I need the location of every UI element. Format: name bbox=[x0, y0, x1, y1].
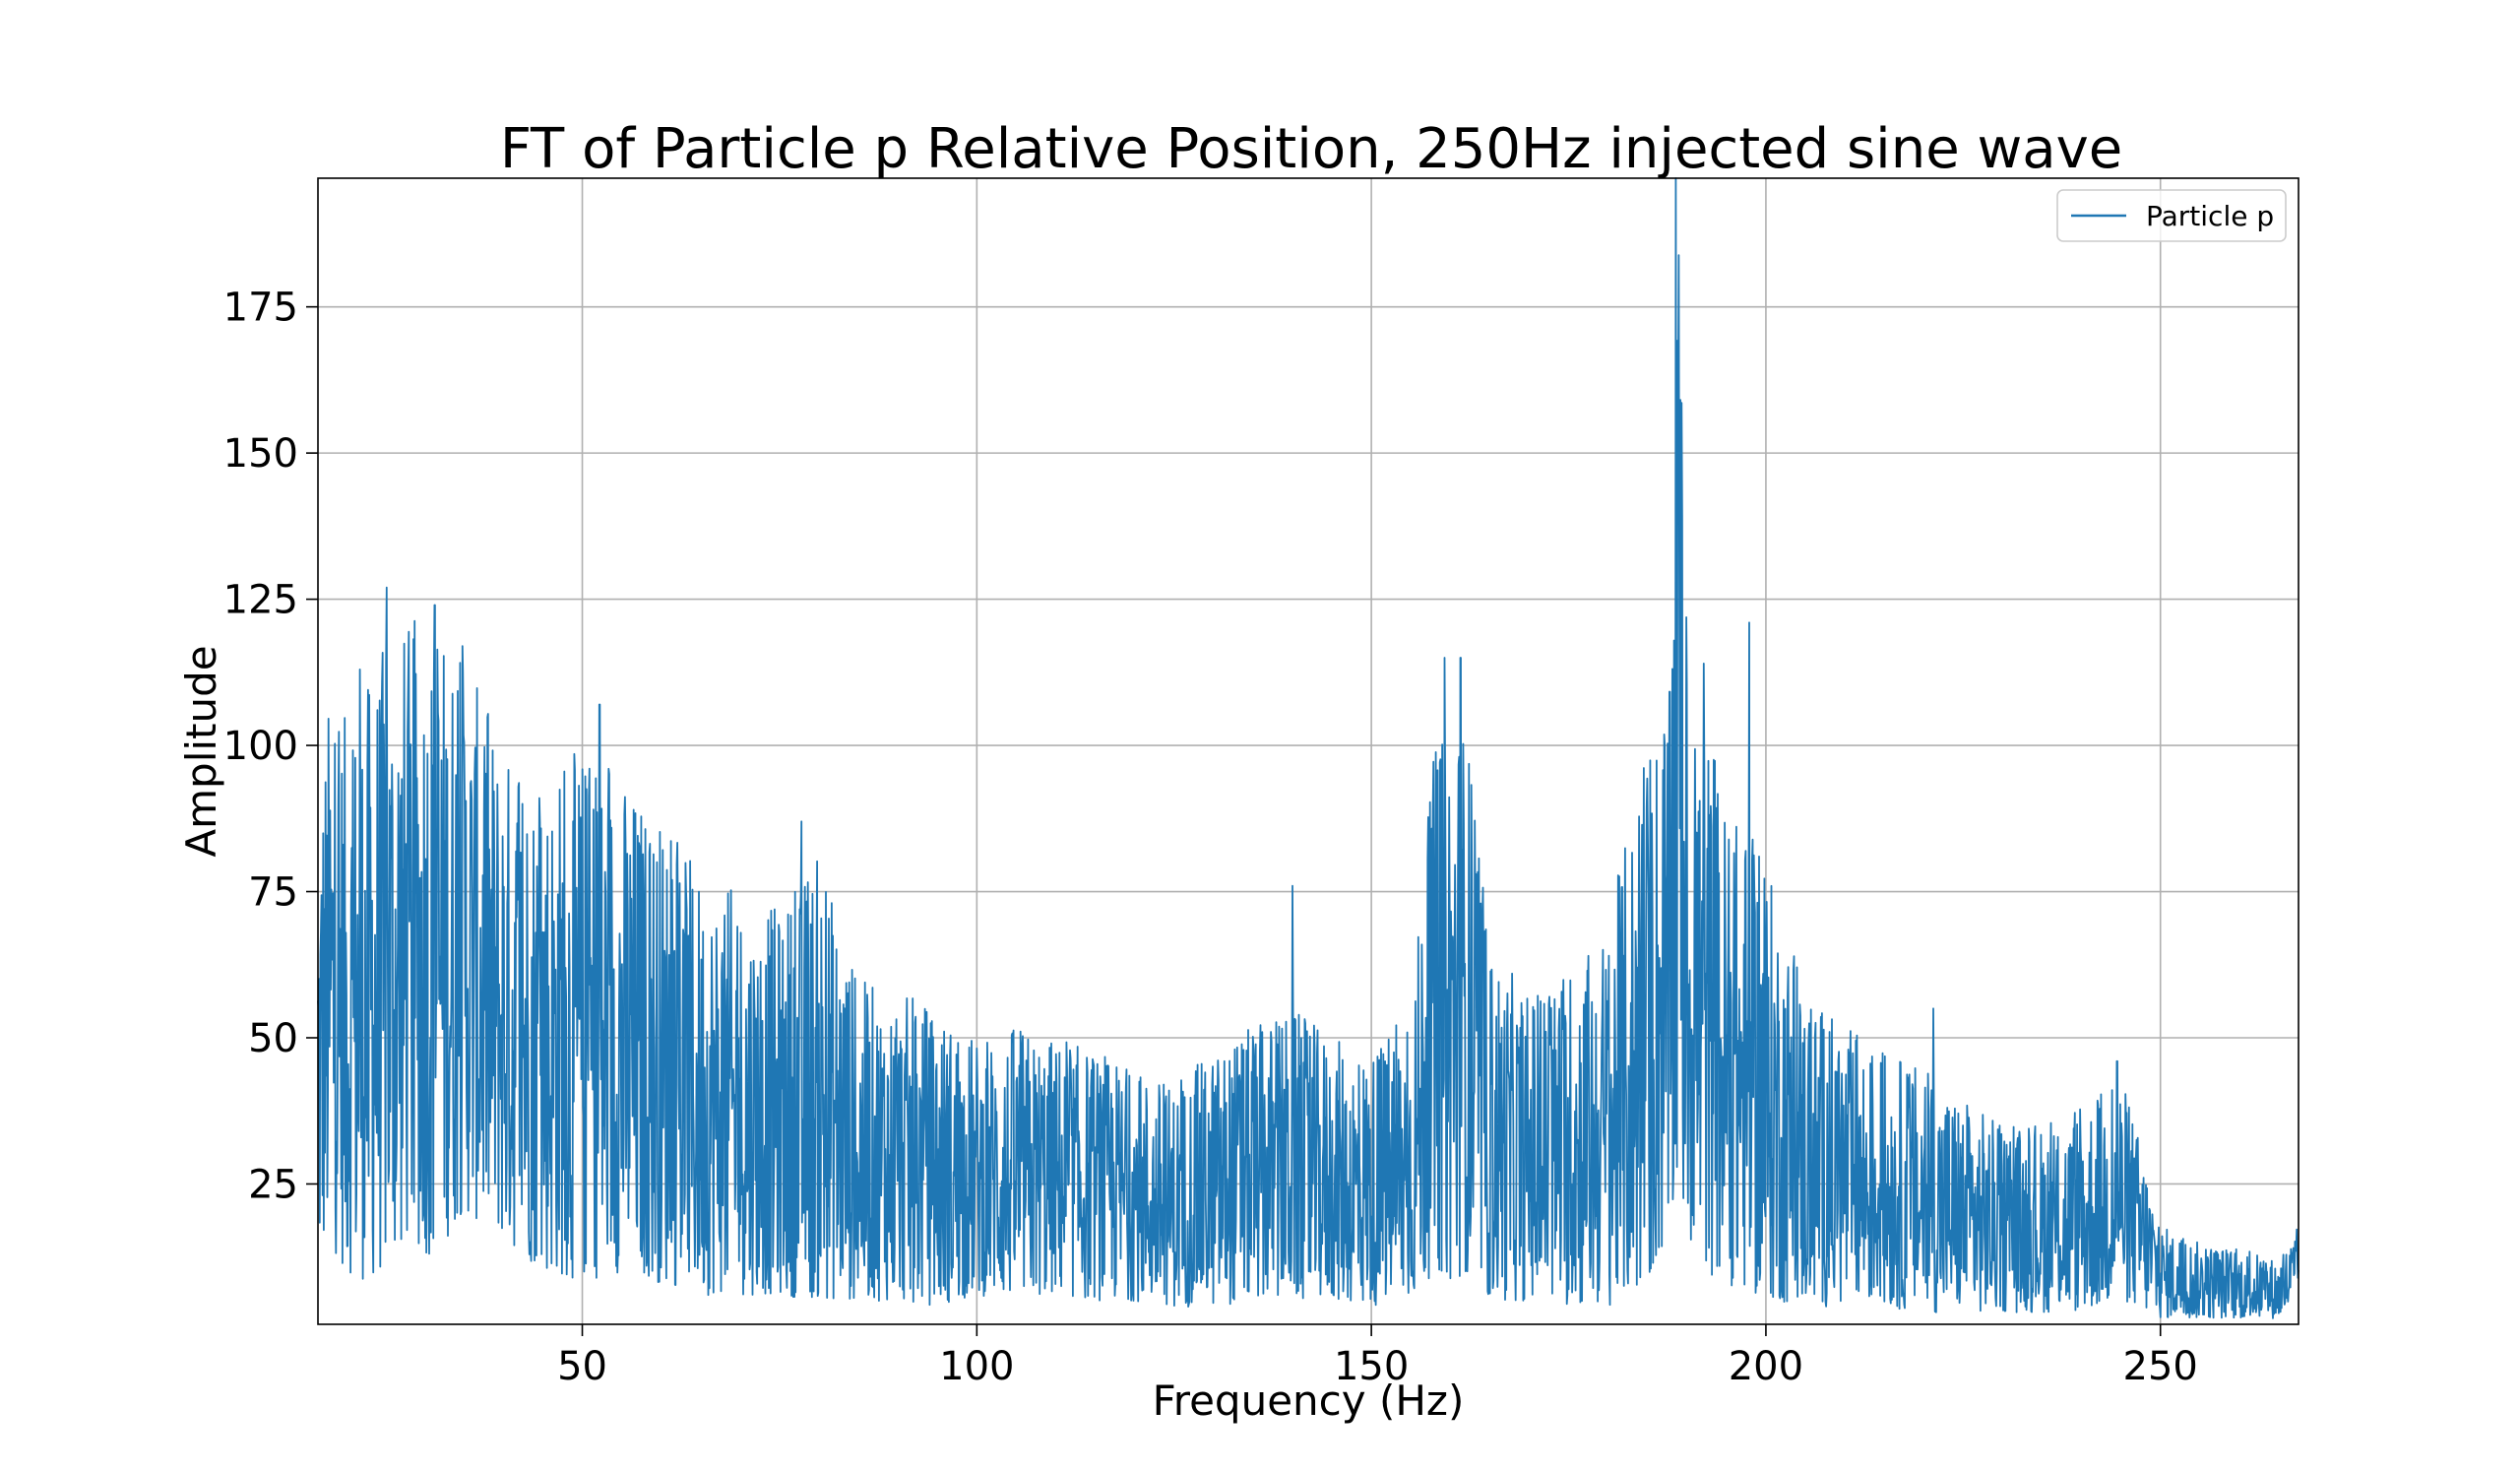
y-tick-label: 50 bbox=[248, 1016, 298, 1061]
legend-box bbox=[2056, 189, 2287, 242]
legend: Particle p bbox=[2056, 189, 2287, 242]
x-tick-label: 200 bbox=[1729, 1344, 1803, 1389]
x-tick-label: 150 bbox=[1334, 1344, 1409, 1389]
y-tick-label: 100 bbox=[223, 724, 298, 769]
x-tick-label: 100 bbox=[939, 1344, 1014, 1389]
y-ticks: 25 50 75 100 125 150 175 bbox=[223, 286, 318, 1207]
y-tick-label: 125 bbox=[223, 578, 298, 623]
y-tick-label: 150 bbox=[223, 431, 298, 477]
y-axis-title: Amplitude bbox=[177, 645, 225, 857]
x-ticks: 50 100 150 200 250 bbox=[557, 1324, 2198, 1389]
series-layer bbox=[317, 177, 2300, 1319]
y-tick-label: 75 bbox=[248, 870, 298, 916]
legend-label-particle-p: Particle p bbox=[2146, 200, 2274, 232]
y-tick-label: 25 bbox=[248, 1162, 298, 1207]
x-tick-label: 50 bbox=[557, 1344, 607, 1389]
series-particle-p-line bbox=[317, 177, 2300, 1319]
x-axis-title: Frequency (Hz) bbox=[1153, 1376, 1465, 1425]
chart-title: FT of Particle p Relative Position, 250H… bbox=[500, 117, 2122, 181]
x-tick-label: 250 bbox=[2123, 1344, 2198, 1389]
plot-frame bbox=[317, 177, 2300, 1325]
y-tick-label: 175 bbox=[223, 286, 298, 331]
